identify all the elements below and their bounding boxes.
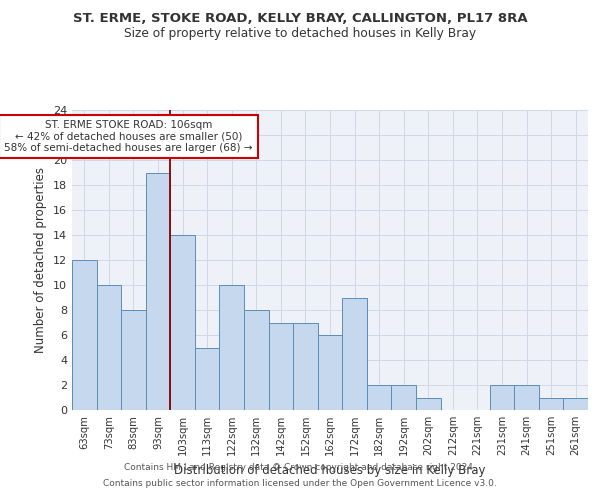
Bar [244, 310, 269, 410]
Text: ST. ERME, STOKE ROAD, KELLY BRAY, CALLINGTON, PL17 8RA: ST. ERME, STOKE ROAD, KELLY BRAY, CALLIN… [73, 12, 527, 26]
Bar [121, 310, 146, 410]
Bar [318, 335, 342, 410]
Text: Size of property relative to detached houses in Kelly Bray: Size of property relative to detached ho… [124, 28, 476, 40]
Bar [146, 172, 170, 410]
Bar [563, 398, 588, 410]
Bar [539, 398, 563, 410]
Bar [416, 398, 440, 410]
Bar [195, 348, 220, 410]
Bar [342, 298, 367, 410]
Bar [72, 260, 97, 410]
Bar [514, 385, 539, 410]
Bar [293, 322, 318, 410]
Text: ST. ERME STOKE ROAD: 106sqm
← 42% of detached houses are smaller (50)
58% of sem: ST. ERME STOKE ROAD: 106sqm ← 42% of det… [4, 120, 253, 153]
Text: Contains public sector information licensed under the Open Government Licence v3: Contains public sector information licen… [103, 478, 497, 488]
Text: Contains HM Land Registry data © Crown copyright and database right 2024.: Contains HM Land Registry data © Crown c… [124, 464, 476, 472]
Bar [490, 385, 514, 410]
Bar [220, 285, 244, 410]
Bar [269, 322, 293, 410]
Y-axis label: Number of detached properties: Number of detached properties [34, 167, 47, 353]
X-axis label: Distribution of detached houses by size in Kelly Bray: Distribution of detached houses by size … [174, 464, 486, 476]
Bar [391, 385, 416, 410]
Bar [367, 385, 391, 410]
Bar [170, 235, 195, 410]
Bar [97, 285, 121, 410]
